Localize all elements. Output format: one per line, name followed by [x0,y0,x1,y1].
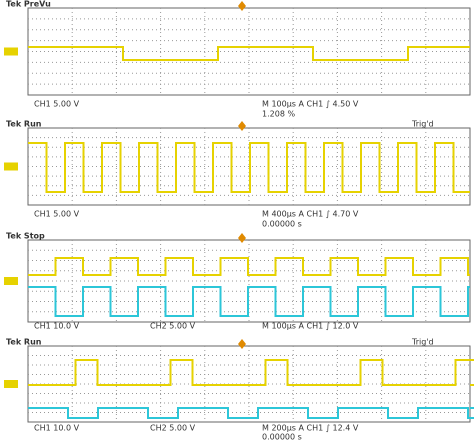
readout: 0.00000 s [262,433,302,442]
timebase: M 400µs A CH1 ∫ 4.70 V [262,210,359,219]
ch1-marker [4,380,18,388]
trigger-status: Trig'd [411,120,434,129]
ch1-scale: CH1 10.0 V [34,424,80,433]
ch1-scale: CH1 5.00 V [34,210,80,219]
waveform [28,257,470,276]
timebase: M 100µs A CH1 ∫ 12.0 V [262,322,359,331]
timebase: M 200µs A CH1 ∫ 12.4 V [262,424,359,433]
status: Tek PreVu [6,0,51,9]
waveform [28,359,474,386]
waveform [28,142,470,193]
status: Tek Run [6,338,42,347]
waveform [28,407,474,419]
trigger-marker [238,1,246,11]
ch1-marker [4,162,18,171]
waveform [28,46,470,61]
ch1-marker [4,277,18,285]
readout: 1.208 % [262,110,295,119]
trigger-marker [238,233,246,243]
readout: 0.00000 s [262,220,302,229]
waveform [28,286,470,317]
trigger-marker [238,339,246,349]
status: Tek Stop [6,232,45,241]
trigger-marker [238,121,246,131]
ch1-scale: CH1 5.00 V [34,100,80,109]
ch2-scale: CH2 5.00 V [150,424,196,433]
timebase: M 100µs A CH1 ∫ 4.50 V [262,100,359,109]
trigger-status: Trig'd [411,338,434,347]
ch1-marker [4,47,18,56]
status: Tek Run [6,120,42,129]
ch2-scale: CH2 5.00 V [150,322,196,331]
ch1-scale: CH1 10.0 V [34,322,80,331]
